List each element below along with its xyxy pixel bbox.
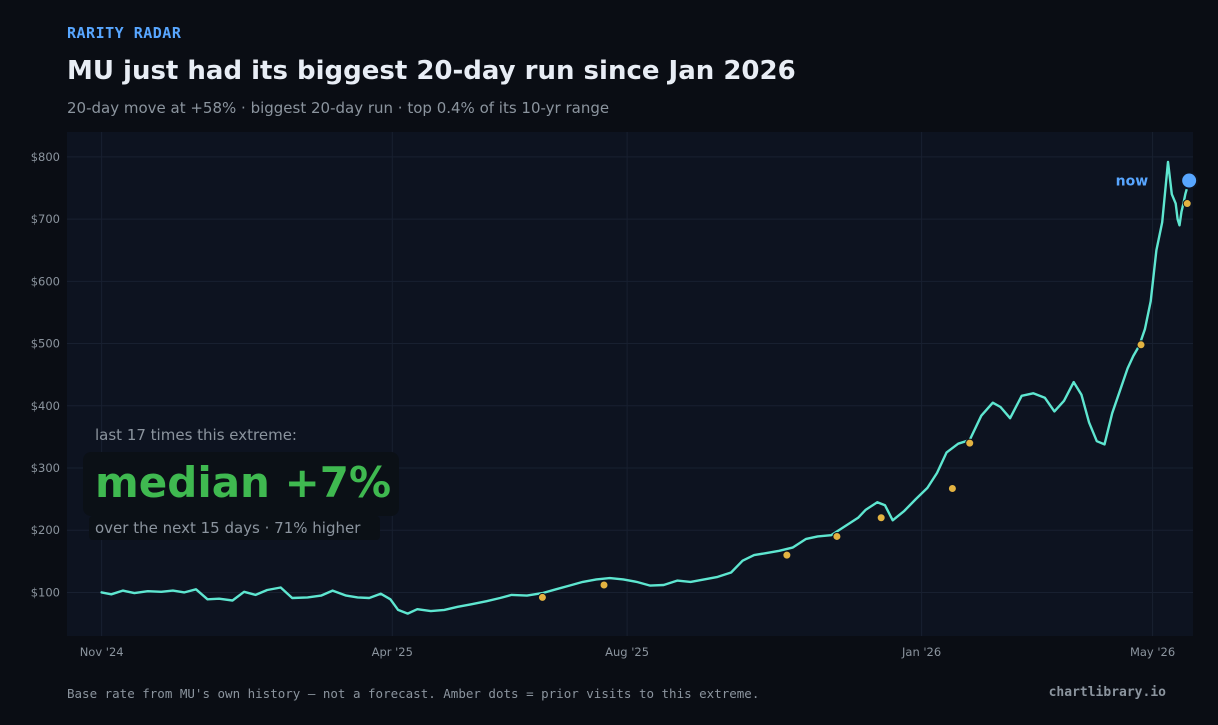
stat-value: median +7% [95, 458, 392, 507]
extreme-marker [782, 550, 792, 560]
stat-footnote: over the next 15 days · 71% higher [95, 519, 361, 537]
now-marker [1180, 171, 1199, 190]
y-tick-label: $600 [31, 274, 60, 288]
x-tick-label: Apr '25 [372, 645, 413, 659]
x-tick-label: Jan '26 [901, 645, 941, 659]
y-tick-label: $500 [31, 337, 60, 351]
x-tick-label: May '26 [1130, 645, 1175, 659]
extreme-marker [1136, 340, 1146, 350]
stat-label: last 17 times this extreme: [95, 426, 297, 444]
y-tick-label: $100 [31, 585, 60, 599]
y-tick-label: $300 [31, 461, 60, 475]
kicker-label: RARITY RADAR [67, 24, 182, 42]
extreme-marker [832, 531, 842, 541]
stat-footnote-box [89, 516, 380, 540]
now-label: now [1116, 174, 1149, 190]
footer-brand: chartlibrary.io [1048, 685, 1166, 700]
chart-title: MU just had its biggest 20-day run since… [67, 56, 796, 86]
y-tick-label: $200 [31, 523, 60, 537]
x-tick-label: Nov '24 [80, 645, 124, 659]
extreme-marker [947, 484, 957, 494]
price-line [100, 160, 1191, 615]
stat-box [83, 452, 399, 516]
footer-note: Base rate from MU's own history — not a … [67, 686, 760, 701]
chart-subtitle: 20-day move at +58% · biggest 20-day run… [67, 99, 610, 117]
extreme-marker [876, 513, 886, 523]
x-tick-label: Aug '25 [605, 645, 649, 659]
y-tick-label: $400 [31, 399, 60, 413]
y-tick-label: $700 [31, 212, 60, 226]
y-tick-label: $800 [31, 150, 60, 164]
plot-area [67, 132, 1193, 636]
extreme-marker [599, 580, 609, 590]
extreme-marker [1182, 199, 1192, 209]
extreme-marker [965, 438, 975, 448]
extreme-marker [537, 592, 547, 602]
